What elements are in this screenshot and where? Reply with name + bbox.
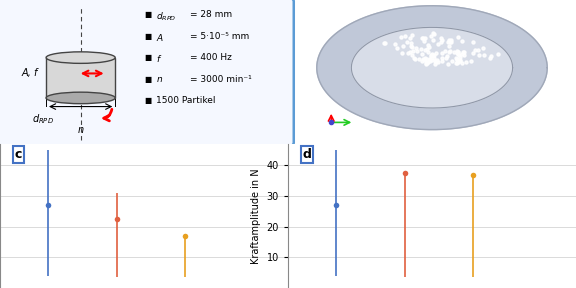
Text: ■: ■ bbox=[144, 75, 151, 84]
Bar bbox=[46, 58, 115, 98]
Text: $n$: $n$ bbox=[77, 125, 85, 134]
Text: $d_{RPD}$: $d_{RPD}$ bbox=[156, 10, 176, 22]
Text: ■: ■ bbox=[144, 10, 151, 19]
Text: A, f: A, f bbox=[21, 68, 37, 78]
Text: ■: ■ bbox=[144, 53, 151, 62]
Text: 1500 Partikel: 1500 Partikel bbox=[156, 96, 215, 105]
Text: $d_{RPD}$: $d_{RPD}$ bbox=[32, 112, 54, 126]
Text: = 3000 min⁻¹: = 3000 min⁻¹ bbox=[190, 75, 252, 84]
Text: = 400 Hz: = 400 Hz bbox=[190, 53, 232, 62]
Text: $f$: $f$ bbox=[156, 53, 162, 64]
FancyBboxPatch shape bbox=[0, 0, 294, 147]
Text: ■: ■ bbox=[144, 32, 151, 41]
Y-axis label: Kraftamplitude in N: Kraftamplitude in N bbox=[251, 168, 261, 264]
Text: c: c bbox=[14, 148, 22, 161]
Text: = 5·10⁻⁵ mm: = 5·10⁻⁵ mm bbox=[190, 32, 249, 41]
Text: $A$: $A$ bbox=[156, 32, 164, 43]
Text: $n$: $n$ bbox=[156, 75, 162, 84]
Text: ■: ■ bbox=[144, 96, 151, 105]
Ellipse shape bbox=[46, 52, 115, 63]
Text: = 28 mm: = 28 mm bbox=[190, 10, 232, 19]
Polygon shape bbox=[317, 6, 547, 130]
Text: d: d bbox=[302, 148, 311, 161]
Ellipse shape bbox=[46, 92, 115, 104]
Polygon shape bbox=[351, 27, 513, 108]
